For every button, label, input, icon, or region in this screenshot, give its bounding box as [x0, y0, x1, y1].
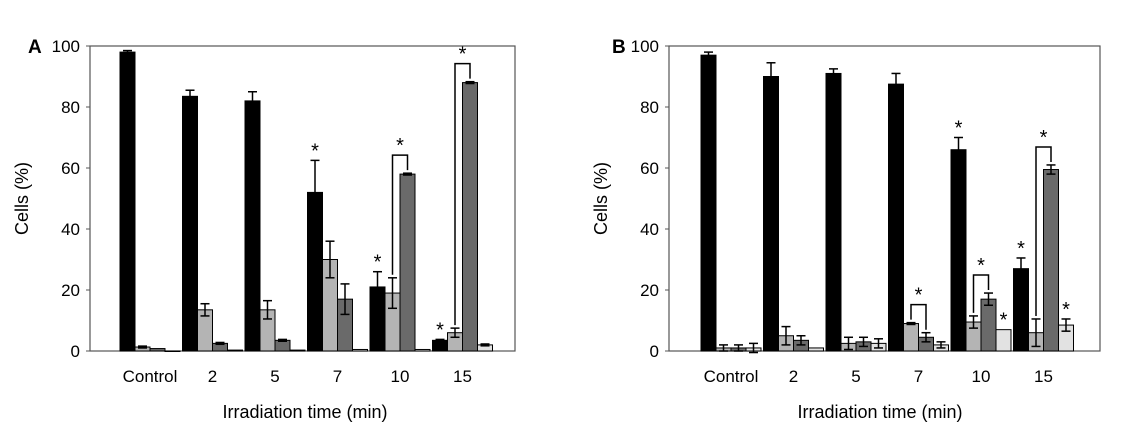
y-tick-label: 100 — [52, 37, 80, 56]
bar — [700, 54, 717, 352]
bar — [149, 348, 166, 352]
y-tick-label: 40 — [640, 220, 659, 239]
bar — [903, 323, 919, 352]
y-tick-label: 100 — [631, 37, 659, 56]
significance-star: * — [977, 255, 985, 277]
bar — [1013, 268, 1029, 352]
x-tick-label: 15 — [453, 367, 472, 386]
bar — [995, 329, 1012, 352]
bar — [182, 95, 198, 352]
significance-star: * — [459, 44, 467, 66]
significance-bracket — [1035, 146, 1052, 316]
bar — [414, 348, 431, 352]
x-tick-label: 2 — [789, 367, 798, 386]
y-tick-label: 60 — [61, 159, 80, 178]
y-tick-label: 80 — [61, 98, 80, 117]
bar — [1043, 169, 1059, 352]
significance-star: * — [955, 118, 963, 140]
bar — [227, 349, 243, 352]
panel-b: B 0 20 40 60 80 100 Cells (%) Irradiation time (… — [591, 37, 1101, 422]
bar — [289, 349, 306, 352]
significance-star: * — [311, 140, 319, 162]
y-tick-label: 0 — [650, 342, 659, 361]
significance-star: * — [1017, 238, 1025, 260]
y-axis-label: Cells (%) — [591, 162, 611, 235]
significance-star: * — [396, 135, 404, 157]
bar — [244, 100, 261, 352]
x-tick-label: 5 — [270, 367, 279, 386]
significance-bracket — [454, 62, 471, 326]
y-tick-label: 0 — [71, 342, 80, 361]
x-axis-label: Irradiation time (min) — [797, 402, 962, 422]
y-tick-label: 80 — [640, 98, 659, 117]
x-tick-label: 10 — [391, 367, 410, 386]
significance-star: * — [915, 285, 923, 307]
bar — [763, 76, 779, 352]
bar — [825, 72, 842, 352]
y-tick-label: 60 — [640, 159, 659, 178]
bar — [950, 149, 967, 352]
x-tick-label: 10 — [972, 367, 991, 386]
plot-frame — [89, 45, 516, 352]
y-tick-label: 40 — [61, 220, 80, 239]
significance-bracket — [391, 154, 409, 275]
x-axis-label: Irradiation time (min) — [222, 402, 387, 422]
x-tick-label: 15 — [1034, 367, 1053, 386]
panel-label: B — [612, 37, 626, 58]
x-tick-label: 7 — [333, 367, 342, 386]
bar — [352, 348, 368, 352]
significance-star: * — [374, 252, 382, 274]
x-tick-label: 2 — [208, 367, 217, 386]
x-tick-label: 7 — [914, 367, 923, 386]
significance-star: * — [436, 319, 444, 341]
bar — [399, 173, 416, 352]
y-tick-label: 20 — [61, 281, 80, 300]
bar — [462, 82, 478, 352]
panel-label: A — [28, 37, 42, 58]
bar — [119, 51, 136, 352]
x-tick-label: Control — [704, 367, 759, 386]
bar — [980, 298, 997, 352]
significance-star: * — [1040, 127, 1048, 149]
x-tick-label: 5 — [851, 367, 860, 386]
bar — [164, 350, 181, 352]
y-tick-label: 20 — [640, 281, 659, 300]
x-tick-label: Control — [123, 367, 178, 386]
bar — [808, 347, 824, 352]
significance-bracket — [910, 303, 927, 330]
bar — [888, 83, 904, 352]
significance-star: * — [1000, 310, 1008, 332]
significance-bracket — [972, 274, 990, 313]
panel-a: A 0 20 40 60 80 100 Cells (%) Irradiation time (… — [12, 37, 516, 422]
significance-star: * — [1062, 299, 1070, 321]
y-axis-label: Cells (%) — [12, 162, 32, 235]
